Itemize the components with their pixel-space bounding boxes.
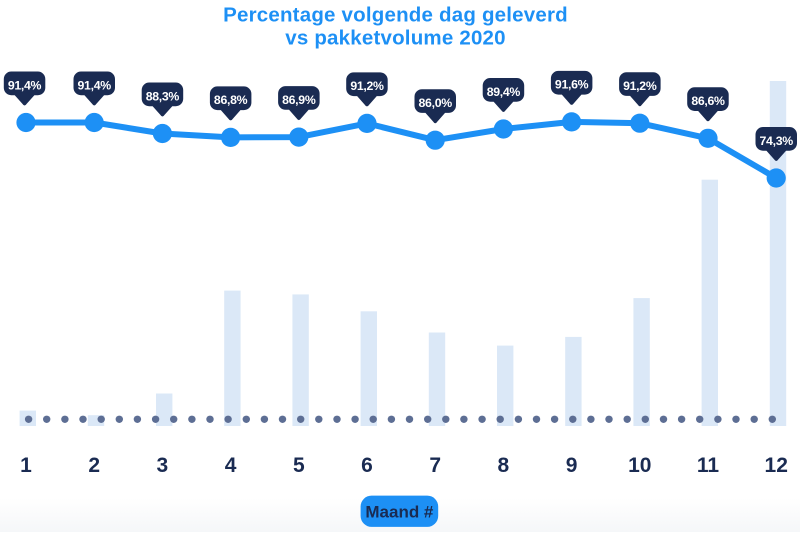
svg-text:88,3%: 88,3% [146, 89, 180, 103]
svg-text:86,9%: 86,9% [282, 93, 316, 107]
svg-text:86,8%: 86,8% [214, 93, 248, 107]
svg-text:91,2%: 91,2% [350, 79, 384, 93]
svg-text:9: 9 [566, 454, 578, 477]
svg-text:91,6%: 91,6% [555, 78, 589, 92]
svg-text:86,6%: 86,6% [691, 94, 725, 108]
svg-text:4: 4 [225, 454, 237, 477]
svg-text:7: 7 [429, 454, 441, 477]
svg-text:Maand #: Maand # [365, 503, 434, 522]
svg-text:74,3%: 74,3% [760, 134, 794, 148]
svg-text:5: 5 [293, 454, 305, 477]
svg-text:vs pakketvolume 2020: vs pakketvolume 2020 [285, 27, 506, 50]
svg-text:10: 10 [628, 454, 651, 477]
svg-text:8: 8 [498, 454, 510, 477]
svg-text:91,2%: 91,2% [623, 79, 657, 93]
svg-text:1: 1 [20, 454, 32, 477]
svg-text:6: 6 [361, 454, 373, 477]
svg-text:2: 2 [88, 454, 100, 477]
svg-text:91,4%: 91,4% [78, 78, 112, 92]
svg-text:91,4%: 91,4% [8, 78, 42, 92]
svg-text:86,0%: 86,0% [419, 96, 453, 110]
svg-text:Percentage volgende dag geleve: Percentage volgende dag geleverd [223, 3, 568, 26]
svg-text:89,4%: 89,4% [487, 85, 521, 99]
svg-text:11: 11 [697, 454, 720, 477]
svg-text:12: 12 [765, 454, 788, 477]
svg-text:3: 3 [157, 454, 169, 477]
